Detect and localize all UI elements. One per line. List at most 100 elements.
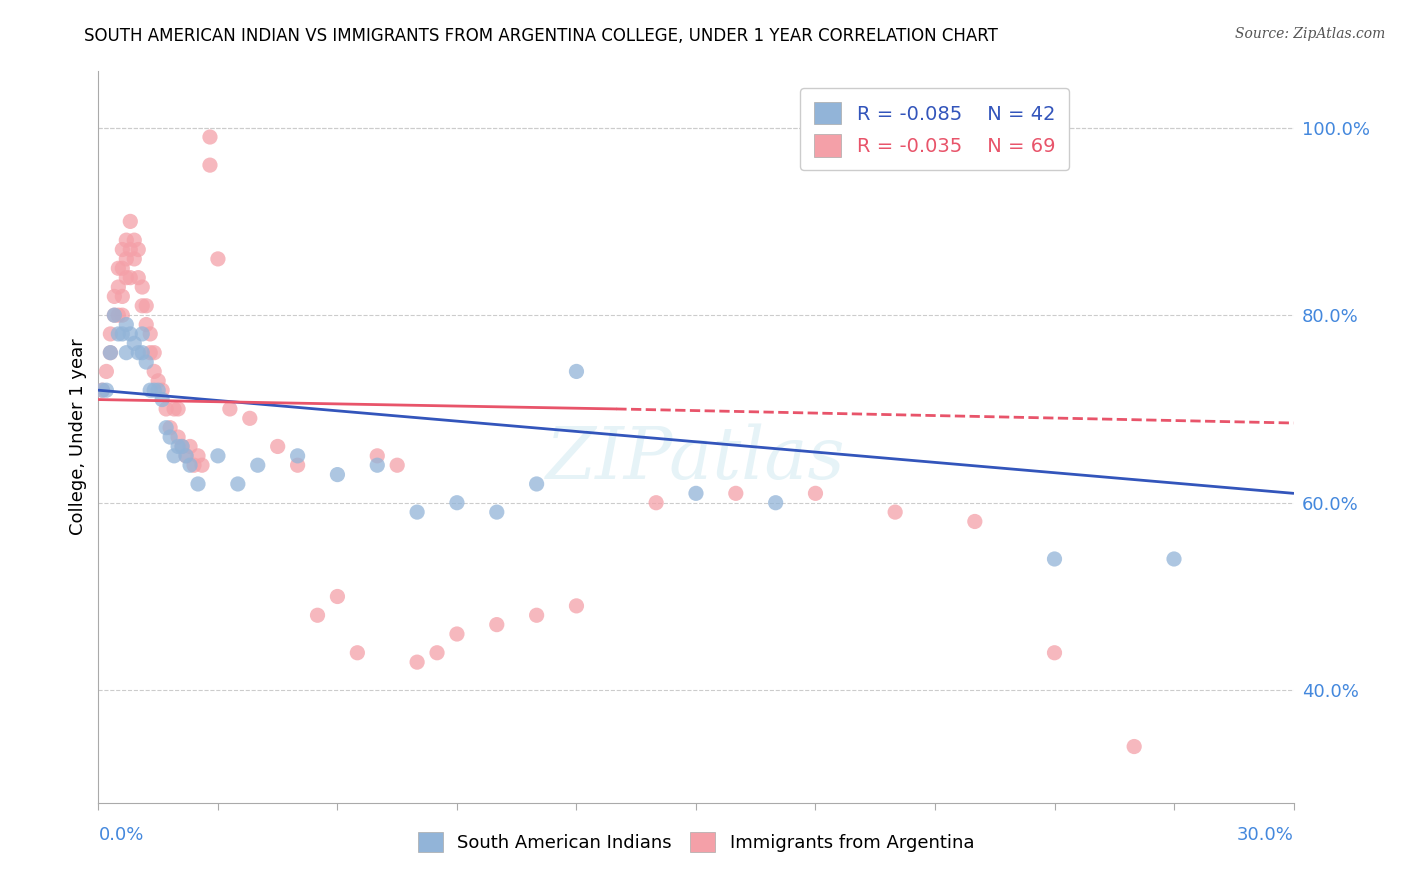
Point	[159, 430, 181, 444]
Point	[139, 345, 162, 359]
Point	[91, 383, 114, 397]
Point	[207, 252, 229, 266]
Point	[107, 308, 129, 322]
Legend: South American Indians, Immigrants from Argentina: South American Indians, Immigrants from …	[411, 824, 981, 860]
Point	[174, 449, 197, 463]
Point	[115, 318, 138, 332]
Point	[98, 345, 122, 359]
Point	[1043, 552, 1066, 566]
Point	[183, 458, 205, 473]
Point	[187, 449, 209, 463]
Point	[685, 486, 707, 500]
Point	[139, 383, 162, 397]
Text: ZIPatlas: ZIPatlas	[546, 424, 846, 494]
Point	[124, 336, 146, 351]
Point	[127, 243, 149, 257]
Point	[485, 617, 508, 632]
Point	[139, 326, 162, 341]
Point	[526, 608, 548, 623]
Point	[107, 261, 129, 276]
Point	[326, 467, 349, 482]
Point	[111, 261, 134, 276]
Point	[143, 383, 166, 397]
Point	[884, 130, 907, 145]
Point	[346, 646, 368, 660]
Point	[143, 345, 166, 359]
Point	[103, 308, 125, 322]
Text: Source: ZipAtlas.com: Source: ZipAtlas.com	[1234, 27, 1385, 41]
Point	[124, 252, 146, 266]
Point	[120, 270, 142, 285]
Point	[120, 243, 142, 257]
Point	[804, 486, 827, 500]
Point	[884, 505, 907, 519]
Point	[385, 458, 409, 473]
Point	[148, 383, 170, 397]
Text: 0.0%: 0.0%	[98, 826, 143, 844]
Point	[1043, 646, 1066, 660]
Point	[645, 496, 668, 510]
Point	[111, 243, 134, 257]
Point	[485, 505, 508, 519]
Point	[124, 233, 146, 247]
Point	[172, 440, 194, 454]
Point	[150, 383, 173, 397]
Point	[191, 458, 214, 473]
Point	[366, 449, 388, 463]
Point	[565, 599, 588, 613]
Point	[172, 440, 194, 454]
Point	[406, 505, 429, 519]
Point	[1163, 552, 1185, 566]
Point	[167, 401, 190, 416]
Point	[115, 270, 138, 285]
Point	[120, 214, 142, 228]
Point	[239, 411, 262, 425]
Point	[159, 420, 181, 434]
Point	[150, 392, 173, 407]
Point	[98, 326, 122, 341]
Point	[565, 364, 588, 378]
Point	[135, 318, 157, 332]
Point	[127, 270, 149, 285]
Point	[143, 364, 166, 378]
Point	[198, 158, 221, 172]
Point	[111, 326, 134, 341]
Point	[120, 326, 142, 341]
Point	[287, 449, 309, 463]
Point	[96, 364, 118, 378]
Point	[135, 355, 157, 369]
Point	[111, 289, 134, 303]
Text: SOUTH AMERICAN INDIAN VS IMMIGRANTS FROM ARGENTINA COLLEGE, UNDER 1 YEAR CORRELA: SOUTH AMERICAN INDIAN VS IMMIGRANTS FROM…	[84, 27, 998, 45]
Point	[131, 326, 153, 341]
Point	[179, 458, 201, 473]
Point	[148, 374, 170, 388]
Point	[446, 496, 468, 510]
Point	[307, 608, 329, 623]
Point	[107, 280, 129, 294]
Text: 30.0%: 30.0%	[1237, 826, 1294, 844]
Point	[155, 401, 177, 416]
Point	[115, 252, 138, 266]
Point	[103, 308, 125, 322]
Point	[326, 590, 349, 604]
Point	[426, 646, 449, 660]
Point	[267, 440, 290, 454]
Point	[163, 449, 186, 463]
Point	[127, 345, 149, 359]
Point	[163, 401, 186, 416]
Point	[115, 233, 138, 247]
Point	[131, 299, 153, 313]
Point	[111, 308, 134, 322]
Point	[287, 458, 309, 473]
Point	[446, 627, 468, 641]
Point	[226, 477, 249, 491]
Y-axis label: College, Under 1 year: College, Under 1 year	[69, 339, 87, 535]
Point	[526, 477, 548, 491]
Point	[135, 299, 157, 313]
Point	[963, 515, 986, 529]
Point	[724, 486, 747, 500]
Point	[179, 440, 201, 454]
Point	[167, 430, 190, 444]
Point	[167, 440, 190, 454]
Point	[115, 345, 138, 359]
